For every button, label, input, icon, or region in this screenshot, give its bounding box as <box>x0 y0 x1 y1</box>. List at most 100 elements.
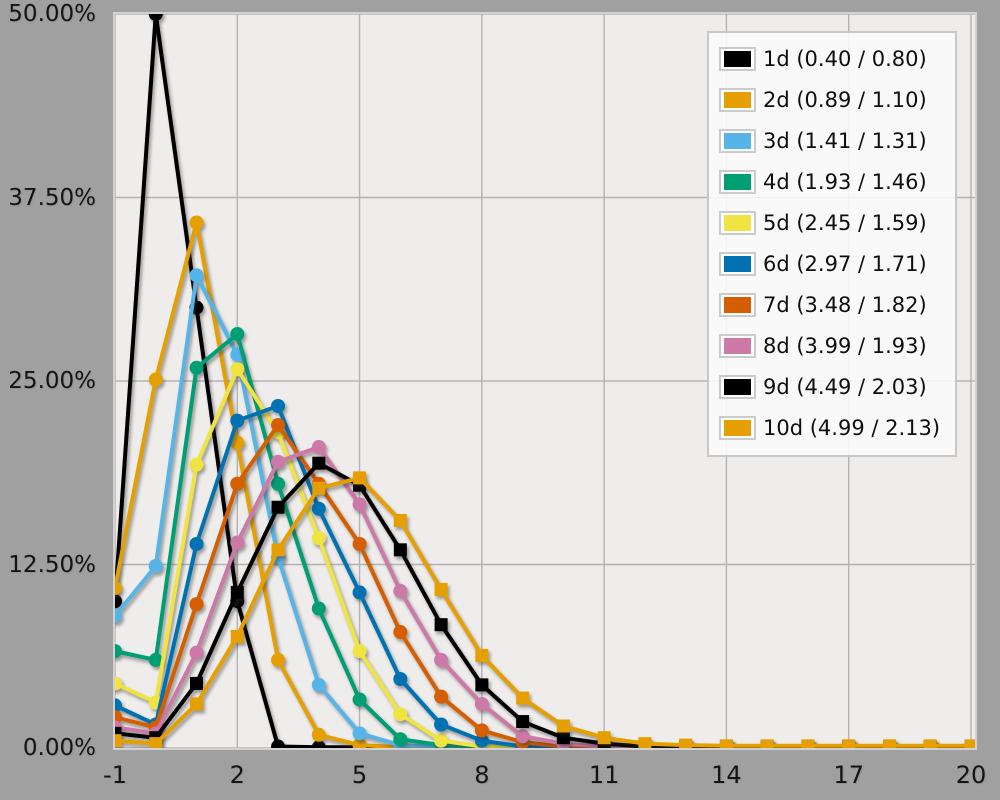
legend-swatch-color <box>724 337 751 354</box>
data-point-square <box>516 715 530 729</box>
data-point-circle <box>352 585 367 600</box>
data-point-circle <box>311 677 326 692</box>
legend-swatch <box>719 128 756 153</box>
data-point-circle <box>271 398 286 413</box>
legend: 1d (0.40 / 0.80) 2d (0.89 / 1.10) 3d (1.41… <box>707 31 957 457</box>
legend-swatch-color <box>724 50 751 67</box>
data-point-circle <box>115 608 122 623</box>
legend-label: 10d (4.99 / 2.13) <box>763 415 941 440</box>
data-point-circle <box>352 692 367 707</box>
series-path <box>115 475 973 748</box>
data-point-circle <box>189 360 204 375</box>
y-tick-label: 0.00% <box>22 735 96 761</box>
data-point-square <box>882 739 896 748</box>
x-tick-label: 11 <box>588 761 620 789</box>
legend-item-8d: 8d (3.99 / 1.93) <box>719 325 945 366</box>
data-point-circle <box>271 454 286 469</box>
data-point-circle <box>474 696 489 711</box>
legend-swatch <box>719 292 756 317</box>
legend-label: 7d (3.48 / 1.82) <box>763 292 927 317</box>
data-point-circle <box>115 644 122 659</box>
data-point-square <box>760 739 774 748</box>
data-point-circle <box>434 733 449 748</box>
x-tick-label: 5 <box>351 761 368 789</box>
legend-item-3d: 3d (1.41 / 1.31) <box>719 120 945 161</box>
legend-swatch-color <box>724 255 751 272</box>
data-point-circle <box>311 501 326 516</box>
legend-swatch <box>719 46 756 71</box>
data-point-circle <box>434 689 449 704</box>
data-point-circle <box>230 413 245 428</box>
data-point-circle <box>148 652 163 667</box>
data-point-square <box>434 582 448 596</box>
data-point-square <box>271 543 285 557</box>
legend-swatch <box>719 415 756 440</box>
data-point-square <box>516 691 530 705</box>
data-point-square <box>679 738 693 748</box>
data-point-circle <box>271 476 286 491</box>
y-tick-label: 37.50% <box>8 184 96 211</box>
data-point-circle <box>474 723 489 738</box>
data-point-square <box>312 481 326 495</box>
data-point-square <box>393 543 407 557</box>
data-point-circle <box>230 435 245 450</box>
legend-swatch-color <box>724 296 751 313</box>
data-point-circle <box>352 497 367 512</box>
data-point-square <box>475 649 489 663</box>
data-point-circle <box>434 717 449 732</box>
data-point-square <box>719 739 733 748</box>
data-point-circle <box>393 672 408 687</box>
data-point-circle <box>189 645 204 660</box>
data-point-circle <box>393 583 408 598</box>
legend-swatch-color <box>724 419 751 436</box>
data-point-circle <box>148 372 163 387</box>
x-tick-label: 17 <box>833 761 864 789</box>
data-point-square <box>115 726 122 740</box>
x-tick-label: 8 <box>474 761 490 789</box>
data-point-circle <box>311 727 326 742</box>
legend-swatch-color <box>724 214 751 231</box>
data-point-circle <box>115 676 122 691</box>
data-point-circle <box>189 268 204 283</box>
data-point-square <box>638 737 652 748</box>
data-point-circle <box>474 733 489 748</box>
x-tick-label: 14 <box>711 761 742 789</box>
legend-label: 2d (0.89 / 1.10) <box>763 87 927 112</box>
data-point-square <box>556 719 570 733</box>
data-point-circle <box>271 739 286 748</box>
data-point-square <box>271 500 285 514</box>
legend-swatch <box>719 333 756 358</box>
data-point-circle <box>115 594 122 609</box>
chart-canvas <box>115 14 975 748</box>
data-point-circle <box>352 738 367 748</box>
data-point-square <box>353 471 367 485</box>
legend-item-6d: 6d (2.97 / 1.71) <box>719 243 945 284</box>
data-point-square <box>312 456 326 470</box>
gridlines <box>115 14 975 748</box>
data-point-square <box>149 737 163 748</box>
data-point-circle <box>352 644 367 659</box>
legend-label: 9d (4.49 / 2.03) <box>763 374 927 399</box>
legend-swatch <box>719 251 756 276</box>
data-point-circle <box>115 580 122 595</box>
data-point-circle <box>434 652 449 667</box>
legend-item-2d: 2d (0.89 / 1.10) <box>719 79 945 120</box>
data-point-square <box>801 739 815 748</box>
data-point-circle <box>148 14 163 21</box>
data-point-square <box>923 739 937 748</box>
data-point-circle <box>352 536 367 551</box>
legend-label: 5d (2.45 / 1.59) <box>763 210 927 235</box>
data-point-circle <box>230 476 245 491</box>
legend-swatch <box>719 87 756 112</box>
data-point-circle <box>230 327 245 342</box>
y-tick-label: 50.00% <box>8 1 96 27</box>
legend-label: 4d (1.93 / 1.46) <box>763 169 927 194</box>
legend-swatch <box>719 374 756 399</box>
legend-label: 6d (2.97 / 1.71) <box>763 251 927 276</box>
data-point-circle <box>393 707 408 722</box>
data-point-square <box>475 678 489 692</box>
data-point-circle <box>271 652 286 667</box>
legend-label: 3d (1.41 / 1.31) <box>763 128 927 153</box>
legend-label: 1d (0.40 / 0.80) <box>763 46 927 71</box>
